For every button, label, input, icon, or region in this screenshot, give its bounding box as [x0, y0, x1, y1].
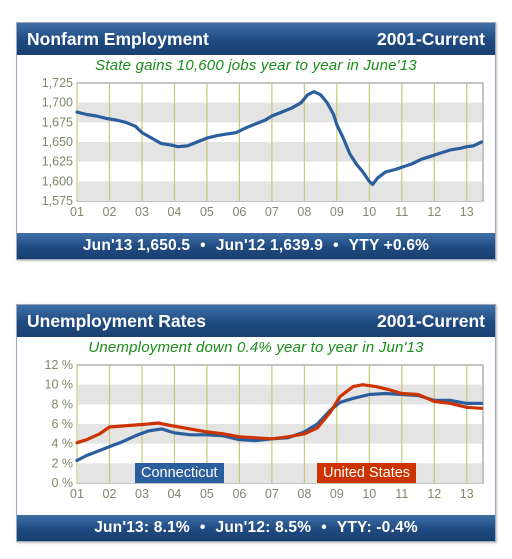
x-tick-label: 08	[297, 205, 311, 219]
employment-chart: 01 02 03 04 05 06 07 08 09 10 11 12 13 1,725 1,700 1,67…	[17, 77, 495, 233]
series-line-united-states	[75, 383, 483, 445]
y-tick-label: 1,725	[42, 77, 73, 90]
y-tick-label: 1,600	[42, 174, 73, 188]
footer-separator: •	[199, 519, 206, 536]
footer-previous: Jun'12 1,639.9	[215, 237, 324, 254]
x-tick-label: 04	[167, 205, 181, 219]
panel-header: Nonfarm Employment 2001-Current	[17, 23, 495, 55]
footer-yty: YTY: -0.4%	[336, 519, 418, 536]
panel-period: 2001-Current	[377, 28, 485, 49]
unemployment-chart: 01 02 03 04 05 06 07 08 09 10 11 12 13 12 % 10 % 8 % 6 %…	[17, 359, 495, 515]
footer-current: Jun'13: 8.1%	[94, 519, 190, 536]
footer-separator: •	[321, 519, 327, 536]
x-tick-label: 07	[265, 205, 279, 219]
y-tick-label: 10 %	[45, 378, 74, 392]
x-tick-label: 01	[70, 487, 84, 501]
grid-band	[78, 384, 482, 405]
x-tick-label: 12	[427, 205, 441, 219]
x-tick-label: 06	[232, 205, 246, 219]
panel-header: Unemployment Rates 2001-Current	[17, 305, 495, 337]
panel-subtitle: State gains 10,600 jobs year to year in …	[95, 57, 417, 74]
x-tick-label: 06	[232, 487, 246, 501]
panel-footer: Jun'13: 8.1% • Jun'12: 8.5% • YTY: -0.4%	[17, 515, 495, 541]
legend-connecticut: Connecticut	[135, 463, 224, 483]
y-tick-label: 1,675	[42, 115, 73, 129]
panel-title: Unemployment Rates	[27, 310, 206, 331]
grid-band	[78, 424, 482, 444]
unemployment-chart-svg: 01 02 03 04 05 06 07 08 09 10 11 12 13 12 % 10 % 8 % 6 %…	[45, 359, 484, 501]
y-tick-label: 8 %	[51, 397, 73, 411]
x-tick-label: 13	[460, 487, 474, 501]
y-tick-label: 1,650	[42, 135, 73, 149]
x-tick-label: 08	[297, 487, 311, 501]
x-tick-label: 13	[460, 205, 474, 219]
x-tick-label: 01	[70, 205, 84, 219]
y-tick-label: 1,575	[42, 194, 73, 208]
y-tick-label: 6 %	[51, 417, 73, 431]
x-tick-label: 10	[362, 205, 376, 219]
y-tick-label: 12 %	[45, 359, 74, 372]
x-tick-label: 02	[103, 205, 117, 219]
panel-footer: Jun'13 1,650.5 • Jun'12 1,639.9 • YTY +0…	[17, 233, 495, 259]
legend-united-states: United States	[317, 463, 417, 483]
x-tick-label: 02	[103, 487, 117, 501]
footer-separator: •	[333, 237, 339, 254]
unemployment-rates-panel: Unemployment Rates 2001-Current Unemploy…	[16, 304, 496, 542]
x-tick-label: 05	[200, 205, 214, 219]
panel-period: 2001-Current	[377, 310, 485, 331]
footer-yty: YTY +0.6%	[348, 237, 430, 254]
x-tick-label: 12	[427, 487, 441, 501]
footer-previous: Jun'12: 8.5%	[215, 519, 312, 536]
footer-current: Jun'13 1,650.5	[82, 237, 191, 254]
x-tick-label: 04	[167, 487, 181, 501]
x-tick-label: 05	[200, 487, 214, 501]
panel-title: Nonfarm Employment	[27, 28, 209, 49]
x-tick-label: 10	[362, 487, 376, 501]
x-tick-label: 03	[135, 487, 149, 501]
x-tick-label: 09	[330, 205, 344, 219]
x-tick-label: 07	[265, 487, 279, 501]
footer-separator: •	[200, 237, 206, 254]
x-tick-label: 11	[395, 205, 408, 219]
y-tick-label: 4 %	[51, 437, 73, 451]
x-tick-label: 03	[135, 205, 149, 219]
panel-subtitle: Unemployment down 0.4% year to year in J…	[88, 339, 424, 356]
x-tick-label: 11	[395, 487, 408, 501]
employment-chart-svg: 01 02 03 04 05 06 07 08 09 10 11 12 13 1,725 1,700 1,67…	[42, 77, 484, 219]
grid-band	[78, 181, 482, 201]
y-tick-label: 0 %	[51, 476, 73, 490]
nonfarm-employment-panel: Nonfarm Employment 2001-Current State ga…	[16, 22, 496, 260]
series-line-0	[75, 90, 483, 187]
y-tick-label: 1,625	[42, 155, 73, 169]
x-tick-label: 09	[330, 487, 344, 501]
y-tick-label: 1,700	[42, 96, 73, 110]
y-tick-label: 2 %	[51, 456, 73, 470]
